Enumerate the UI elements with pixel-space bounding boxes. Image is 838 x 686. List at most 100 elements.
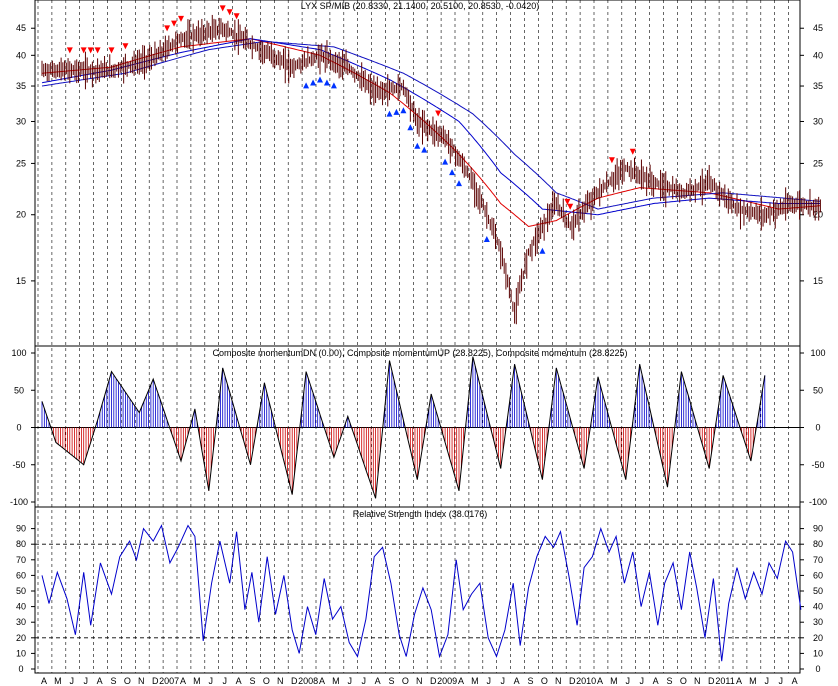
x-tick-label: A [597,676,603,686]
x-tick-label: J [222,676,227,686]
vertical-gridlines [37,0,789,673]
buy-marker [400,107,407,114]
x-tick-label: A [236,676,242,686]
price-tick-label-right: 35 [813,81,823,91]
x-tick-label: A [792,676,798,686]
rsi-tick-label-right: 50 [813,586,823,596]
signal-markers [66,5,636,254]
price-tick-label-right: 40 [813,50,823,60]
rsi-tick-label-right: 60 [813,570,823,580]
sell-marker [171,20,178,27]
x-tick-label: D [569,676,576,686]
rsi-tick-label-left: 80 [16,539,26,549]
rsi-tick-label-left: 30 [16,617,26,627]
buy-marker [442,158,449,165]
price-tick-label-left: 15 [16,276,26,286]
x-tick-label: J [209,676,214,686]
rsi-tick-label-right: 40 [813,602,823,612]
x-tick-label: J [639,676,644,686]
sell-marker [226,9,233,16]
rsi-tick-label-left: 60 [16,570,26,580]
momentum-tick-label-left: 100 [11,348,26,358]
rsi-tick-label-left: 70 [16,555,26,565]
x-tick-label: 2008 [298,676,318,686]
x-tick-label: N [277,676,284,686]
momentum-tick-label-left: -100 [10,497,28,507]
buy-marker [386,110,393,117]
sell-marker [567,203,574,210]
momentum-tick-label-right: 0 [815,423,820,433]
momentum-tick-label-right: -50 [811,460,824,470]
rsi-tick-label-right: 20 [813,633,823,643]
x-tick-label: A [41,676,47,686]
price-tick-label-right: 20 [813,210,823,220]
sell-marker [629,148,636,155]
buy-marker [483,235,490,242]
x-tick-label: M [610,676,618,686]
rsi-tick-label-right: 30 [813,617,823,627]
sell-marker [233,13,240,20]
x-tick-label: D [430,676,437,686]
sell-marker [219,5,226,12]
rsi-panel-title: Relative Strength Index (38.0176) [353,509,488,519]
sell-marker [66,47,73,54]
x-tick-label: J [765,676,770,686]
rsi-tick-label-left: 50 [16,586,26,596]
price-tick-label-left: 30 [16,116,26,126]
buy-marker [421,146,428,153]
x-tick-label: O [124,676,131,686]
sell-marker [608,157,615,164]
x-tick-label: J [361,676,366,686]
momentum-tick-label-left: 0 [16,423,21,433]
x-tick-label: O [680,676,687,686]
x-tick-label: A [458,676,464,686]
rsi-tick-label-right: 0 [815,664,820,674]
x-tick-label: S [110,676,116,686]
buy-marker [317,76,323,83]
price-tick-label-left: 20 [16,210,26,220]
x-tick-label: A [180,676,186,686]
x-tick-label: N [138,676,145,686]
x-tick-label: M [749,676,757,686]
momentum-tick-label-right: 50 [813,385,823,395]
rsi-panel [34,506,801,674]
x-tick-label: J [778,676,783,686]
momentum-bars [41,356,766,499]
momentum-tick-label-left: 50 [14,385,24,395]
price-tick-label-left: 40 [16,50,26,60]
price-axis: 45 45 40 40 35 35 30 30 25 25 20 20 15 15 [16,23,823,286]
x-tick-label: A [319,676,325,686]
momentum-envelope [41,356,766,499]
x-tick-label: S [388,676,394,686]
momentum-tick-label-right: -100 [809,497,827,507]
sell-marker [80,47,87,54]
price-tick-label-right: 45 [813,23,823,33]
sell-marker [94,47,101,54]
sell-marker [108,47,115,54]
x-tick-label: A [97,676,103,686]
rsi-tick-label-left: 10 [16,648,26,658]
momentum-panel-title: Composite momentumDN (0.00), Composite m… [212,348,627,358]
price-tick-label-right: 30 [813,116,823,126]
rsi-tick-label-left: 40 [16,602,26,612]
buy-marker [310,79,317,86]
x-tick-label: A [375,676,381,686]
buy-marker [539,247,546,254]
price-tick-label-right: 25 [813,158,823,168]
buy-marker [323,79,330,86]
momentum-tick-label-left: -50 [12,460,25,470]
buy-marker [449,169,456,176]
rsi-tick-label-left: 90 [16,524,26,534]
x-tick-label: S [527,676,533,686]
buy-marker [303,82,310,89]
x-tick-label: 2007 [159,676,179,686]
x-tick-label: A [514,676,520,686]
sell-marker [164,25,171,32]
rsi-line [41,524,802,662]
price-bars [41,14,821,325]
buy-marker [407,124,414,131]
sell-marker [122,43,129,50]
x-tick-label: S [249,676,255,686]
x-tick-label: 2011 [715,676,734,686]
